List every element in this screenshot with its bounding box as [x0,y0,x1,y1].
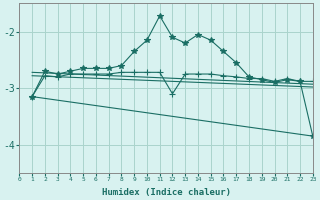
X-axis label: Humidex (Indice chaleur): Humidex (Indice chaleur) [101,188,231,197]
